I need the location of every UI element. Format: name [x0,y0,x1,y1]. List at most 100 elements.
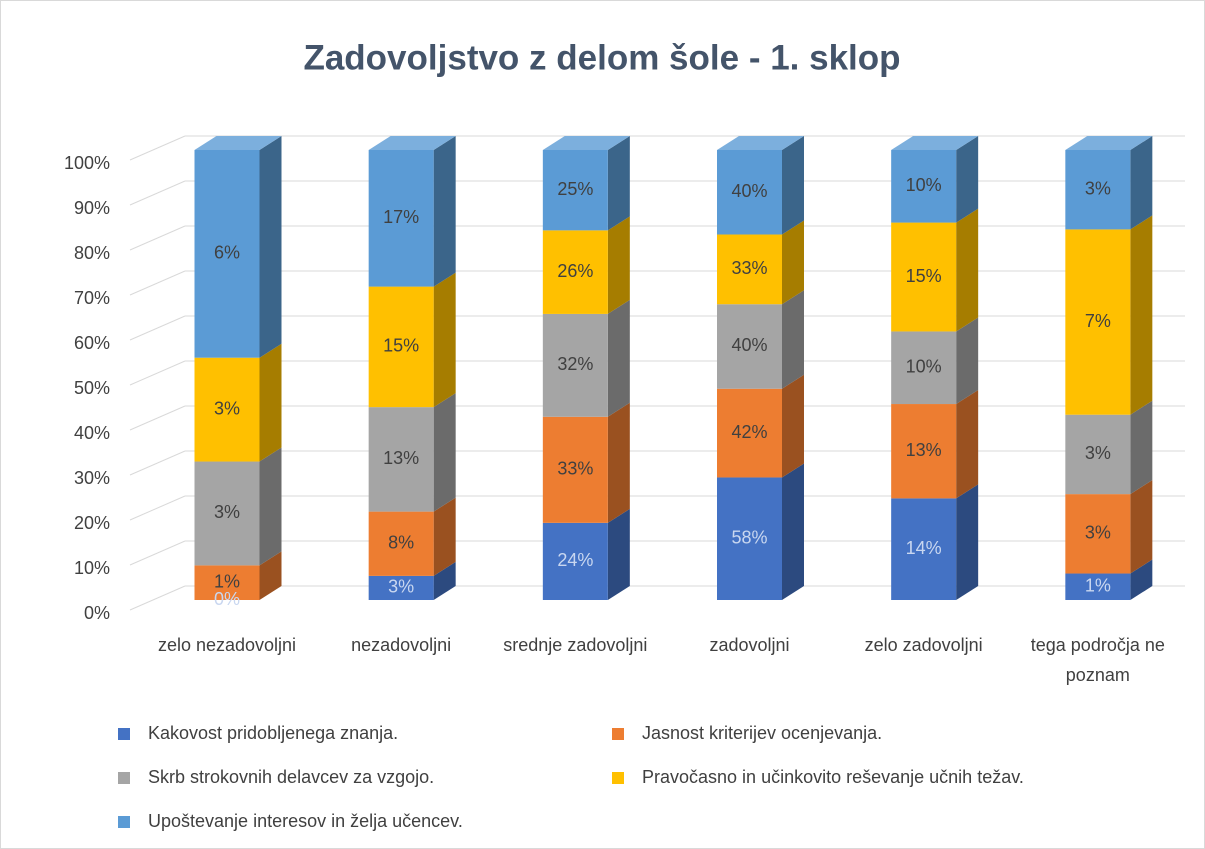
grid-line-floor [129,225,186,251]
bar [891,498,957,600]
data-label: 14% [906,538,942,558]
bar [1065,150,1131,230]
bar-top [1065,136,1153,150]
legend-entry: Pravočasno in učinkovito reševanje učnih… [612,765,1024,789]
legend-swatch [612,728,624,740]
y-tick-label: 40% [74,423,110,443]
data-label: 3% [1085,523,1111,543]
legend-swatch [612,772,624,784]
bar [542,416,608,523]
bar [717,477,782,600]
grid-line-floor [129,405,186,431]
bar [717,388,782,478]
chart-title: Zadovoljstvo z delom šole - 1. sklop [303,38,900,77]
bar [194,150,260,358]
bar-side [782,463,804,600]
data-label: 0% [214,589,240,609]
data-label: 10% [906,175,942,195]
bar [891,331,957,405]
bar [542,313,608,417]
y-tick-label: 60% [74,333,110,353]
bar [194,357,260,462]
y-tick-label: 10% [74,558,110,578]
bar [891,404,957,499]
bar-side [956,484,979,600]
bar [1065,573,1131,600]
bar-top [194,136,282,150]
legend-label: Kakovost pridobljenega znanja. [148,723,399,743]
data-label: 42% [731,422,767,442]
bar [368,575,434,600]
y-tick-label: 0% [84,603,110,623]
bar [368,511,434,576]
bar-side [433,272,456,408]
bar [891,150,957,223]
x-tick-label: srednje zadovoljni [503,635,648,655]
data-label: 3% [388,577,414,597]
y-tick-label: 100% [64,153,110,173]
bar [1065,229,1131,415]
data-label: 33% [731,258,767,278]
bar-top [891,136,979,150]
bar-side [433,497,456,576]
grid-line-floor [129,270,186,296]
data-label: 3% [1085,178,1111,198]
bar [717,234,782,305]
grid-line-floor [129,315,186,341]
y-tick-label: 30% [74,468,110,488]
data-label: 3% [214,398,240,418]
y-tick-label: 70% [74,288,110,308]
bar [717,304,782,389]
legend-swatch [118,772,130,784]
bar-side [607,216,630,314]
grid-line-floor [129,135,186,161]
bar [542,150,608,231]
y-tick-label: 80% [74,243,110,263]
data-label: 13% [383,448,419,468]
bar [368,407,434,512]
x-tick-label: nezadovoljni [351,635,452,655]
bar-side [956,390,979,499]
grid-line-floor [129,540,186,566]
x-tick-label: tega področja ne poznam [1030,635,1165,685]
bar [194,565,260,600]
data-label: 8% [388,533,414,553]
data-label: 13% [906,440,942,460]
bar-side [782,136,804,235]
legend-swatch [118,816,130,828]
bar-side [956,208,979,332]
data-label: 1% [214,571,240,591]
data-label: 7% [1085,311,1111,331]
data-label: 3% [1085,443,1111,463]
bar-side [607,508,630,600]
legend-entry: Skrb strokovnih delavcev za vzgojo. [118,765,434,789]
bar-side [1130,400,1153,495]
bar-side [607,402,630,523]
bar-side [1130,559,1153,600]
grid-line-floor [129,180,186,206]
bar-side [259,136,282,358]
data-label: 15% [906,266,942,286]
bar [368,286,434,408]
bar [542,230,608,314]
grid-line-floor [129,585,186,611]
data-label: 58% [731,527,767,547]
bar-side [1130,480,1153,574]
bar-side [607,299,630,417]
data-label: 33% [557,459,593,479]
bar-side [607,136,630,231]
bar [1065,494,1131,574]
legend-label: Pravočasno in učinkovito reševanje učnih… [642,767,1024,787]
data-label: 1% [1085,576,1111,596]
x-tick-label: zadovoljni [709,635,790,655]
y-tick-label: 20% [74,513,110,533]
data-label: 26% [557,261,593,281]
data-label: 6% [214,243,240,263]
bar-side [1130,136,1153,230]
x-tick-label: zelo zadovoljni [864,635,983,655]
grid-line-floor [129,450,186,476]
bar [368,150,434,287]
bar-top [368,136,456,150]
